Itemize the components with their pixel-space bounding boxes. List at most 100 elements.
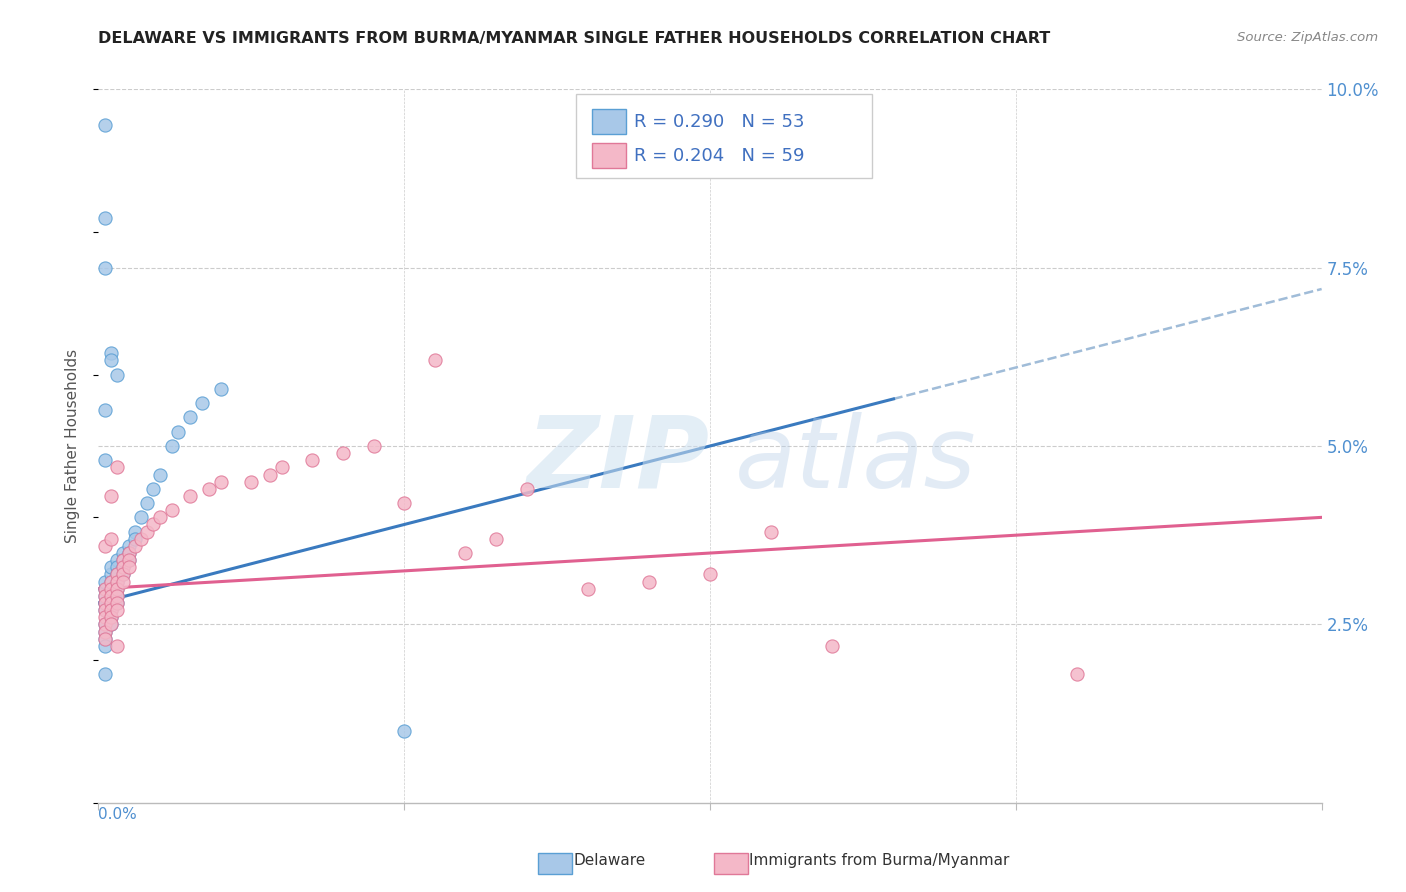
Point — [93, 617, 115, 632]
Point — [197, 482, 219, 496]
Text: atlas: atlas — [734, 412, 976, 508]
Text: R = 0.290   N = 53: R = 0.290 N = 53 — [634, 112, 804, 130]
Point — [363, 439, 385, 453]
Point — [332, 446, 354, 460]
Point — [129, 532, 152, 546]
Point — [105, 553, 128, 567]
Point — [259, 467, 281, 482]
Point — [93, 596, 115, 610]
Point — [142, 517, 165, 532]
Point — [93, 617, 115, 632]
Point — [124, 532, 146, 546]
Point — [93, 632, 115, 646]
Point — [93, 632, 115, 646]
Point — [240, 475, 263, 489]
Point — [111, 574, 134, 589]
Text: 0.0%: 0.0% — [98, 807, 138, 822]
Point — [100, 589, 122, 603]
Point — [105, 574, 128, 589]
Point — [485, 532, 508, 546]
Point — [124, 524, 146, 539]
Point — [111, 546, 134, 560]
Point — [105, 574, 128, 589]
Point — [136, 524, 159, 539]
Point — [100, 346, 122, 360]
Point — [100, 489, 122, 503]
Point — [100, 353, 122, 368]
Point — [111, 567, 134, 582]
Point — [301, 453, 323, 467]
Point — [100, 532, 122, 546]
Point — [118, 546, 141, 560]
Point — [111, 553, 134, 567]
Point — [111, 567, 134, 582]
Point — [105, 639, 128, 653]
Point — [191, 396, 214, 410]
Point — [100, 596, 122, 610]
Point — [111, 560, 134, 574]
Point — [105, 567, 128, 582]
Point — [759, 524, 782, 539]
Point — [167, 425, 190, 439]
Point — [392, 724, 416, 739]
Point — [129, 510, 152, 524]
Point — [100, 582, 122, 596]
Point — [105, 560, 128, 574]
Point — [100, 610, 122, 624]
Point — [93, 539, 115, 553]
Point — [105, 589, 128, 603]
Point — [93, 603, 115, 617]
Point — [100, 589, 122, 603]
Point — [100, 560, 122, 574]
Point — [149, 510, 172, 524]
Point — [118, 539, 141, 553]
Point — [93, 403, 115, 417]
Point — [270, 460, 292, 475]
Point — [423, 353, 446, 368]
Point — [160, 503, 183, 517]
Point — [100, 617, 122, 632]
Point — [124, 539, 146, 553]
Point — [111, 553, 134, 567]
Point — [100, 574, 122, 589]
Point — [105, 596, 128, 610]
Point — [637, 574, 661, 589]
Point — [209, 475, 232, 489]
Point — [149, 467, 172, 482]
Point — [118, 553, 141, 567]
Point — [142, 482, 165, 496]
Point — [111, 560, 134, 574]
Point — [105, 368, 128, 382]
Point — [576, 582, 599, 596]
Point — [179, 410, 201, 425]
Point — [118, 553, 141, 567]
Point — [516, 482, 538, 496]
Point — [93, 260, 115, 275]
Point — [821, 639, 844, 653]
Point — [93, 589, 115, 603]
Point — [105, 603, 128, 617]
Text: R = 0.204   N = 59: R = 0.204 N = 59 — [634, 146, 804, 165]
Point — [100, 610, 122, 624]
Point — [118, 546, 141, 560]
Point — [93, 118, 115, 132]
Point — [100, 603, 122, 617]
Point — [454, 546, 477, 560]
Point — [93, 624, 115, 639]
Point — [93, 211, 115, 225]
Point — [100, 596, 122, 610]
Point — [93, 582, 115, 596]
Point — [105, 596, 128, 610]
Point — [118, 560, 141, 574]
Point — [93, 596, 115, 610]
Point — [699, 567, 721, 582]
Point — [105, 589, 128, 603]
Point — [105, 582, 128, 596]
Point — [93, 453, 115, 467]
Point — [136, 496, 159, 510]
Text: Source: ZipAtlas.com: Source: ZipAtlas.com — [1237, 31, 1378, 45]
Point — [100, 574, 122, 589]
Point — [93, 639, 115, 653]
Text: ZIP: ZIP — [527, 412, 710, 508]
Point — [100, 603, 122, 617]
